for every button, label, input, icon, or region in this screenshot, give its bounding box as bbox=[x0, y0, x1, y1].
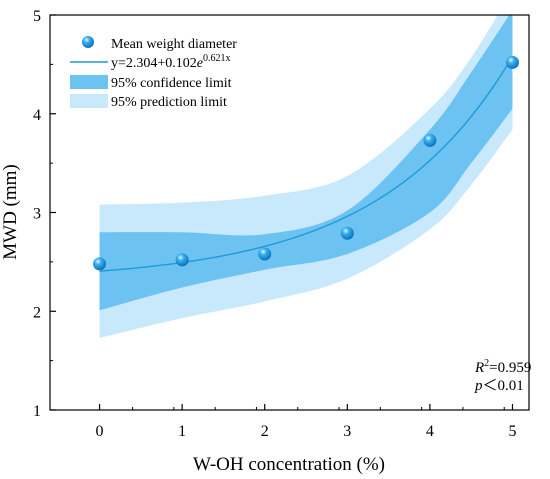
legend-prediction-swatch bbox=[70, 94, 108, 108]
legend-confidence-label: 95% confidence limit bbox=[111, 76, 232, 91]
x-axis-label: W-OH concentration (%) bbox=[193, 454, 385, 475]
data-point bbox=[423, 133, 437, 147]
x-tick-label: 2 bbox=[261, 423, 269, 440]
y-tick-label: 5 bbox=[33, 8, 41, 25]
x-tick-label: 1 bbox=[178, 423, 186, 440]
x-tick-label: 0 bbox=[96, 423, 104, 440]
confidence-band bbox=[99, 15, 513, 311]
y-axis-ticks: 1 2 3 4 5 bbox=[33, 8, 56, 420]
data-points bbox=[93, 55, 519, 271]
legend-points-label: Mean weight diameter bbox=[111, 37, 237, 52]
y-tick-label: 2 bbox=[33, 304, 41, 321]
y-tick-label: 3 bbox=[33, 206, 41, 223]
x-tick-label: 3 bbox=[343, 423, 351, 440]
x-axis-ticks: 0 1 2 3 4 5 bbox=[96, 404, 516, 440]
data-point bbox=[258, 247, 272, 261]
r-squared-annotation: R2=0.959 bbox=[474, 358, 531, 376]
y-axis-label: MWD (mm) bbox=[0, 164, 21, 260]
legend-point-marker bbox=[82, 36, 94, 48]
x-tick-label: 5 bbox=[508, 423, 516, 440]
legend-prediction-label: 95% prediction limit bbox=[111, 95, 227, 110]
data-point bbox=[505, 55, 519, 69]
y-tick-label: 1 bbox=[33, 403, 41, 420]
fit-line bbox=[99, 56, 514, 272]
legend-fit-label: y=2.304+0.102e0.621x bbox=[111, 53, 231, 71]
data-point bbox=[93, 257, 107, 271]
data-point bbox=[175, 253, 189, 267]
legend: Mean weight diameter y=2.304+0.102e0.621… bbox=[70, 36, 237, 110]
data-point bbox=[340, 226, 354, 240]
legend-confidence-swatch bbox=[70, 75, 108, 89]
p-value-annotation: p＜0.01 bbox=[474, 378, 524, 394]
x-tick-label: 4 bbox=[426, 423, 434, 440]
y-tick-label: 4 bbox=[33, 107, 41, 124]
